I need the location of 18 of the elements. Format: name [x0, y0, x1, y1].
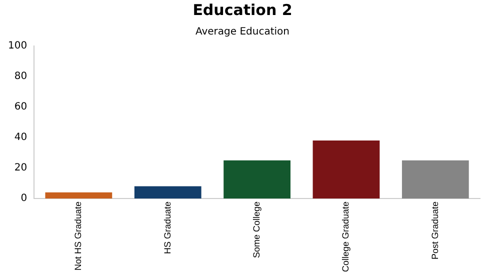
bar — [134, 186, 202, 198]
y-tick-label: 0 — [20, 193, 28, 204]
y-tick-label: 100 — [8, 40, 28, 52]
y-tick-label: 20 — [14, 162, 28, 174]
x-tick-label: Not HS Graduate — [73, 201, 84, 270]
chart-subtitle: Average Education — [195, 26, 290, 38]
bar — [45, 192, 112, 198]
y-tick-label: 60 — [14, 102, 28, 113]
x-tick-label: Post Graduate — [430, 201, 440, 260]
chart-title: Education 2 — [192, 0, 292, 19]
y-tick-label: 80 — [14, 71, 28, 82]
y-tick-label: 40 — [14, 132, 28, 144]
x-tick-label: College Graduate — [340, 201, 351, 272]
bar — [402, 160, 469, 198]
bar — [224, 160, 290, 198]
bar — [312, 140, 380, 198]
x-tick-label: Some College — [252, 201, 262, 258]
x-tick-label: HS Graduate — [162, 201, 172, 254]
